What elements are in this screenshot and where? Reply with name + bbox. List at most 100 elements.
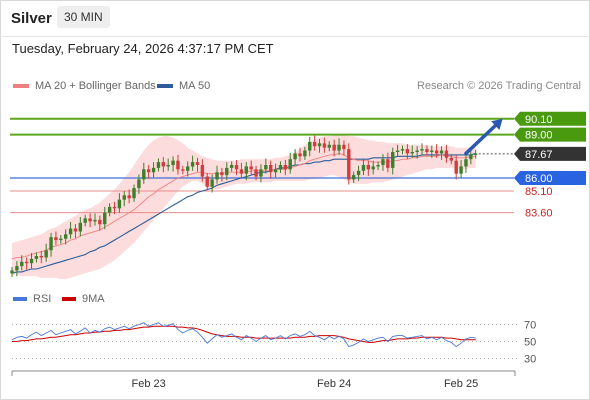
ma50-line (11, 152, 476, 274)
legend-ma20: MA 20 + Bollinger Bands (13, 80, 156, 92)
candle-body (234, 165, 239, 170)
level-label-85.10: 85.10 (525, 186, 553, 198)
candle-body (156, 162, 161, 168)
candle-body (98, 219, 102, 225)
candle-body (342, 144, 346, 150)
legend-rsi-ma-label: 9MA (82, 293, 105, 305)
candle-body (176, 160, 180, 170)
level-label-83.60: 83.60 (525, 208, 553, 220)
x-tick-label: Feb 25 (444, 378, 478, 390)
candle-body (351, 175, 356, 180)
candle-body (395, 150, 400, 152)
current-price-label: 87.67 (525, 149, 553, 161)
header-bar: Silver 30 MIN (0, 0, 590, 37)
candle-body (195, 162, 200, 165)
ma20-line (11, 152, 476, 260)
x-tick-label: Feb 23 (132, 378, 166, 390)
candle-body (112, 206, 117, 209)
candle-body (288, 159, 292, 170)
credit-text: Research © 2026 Trading Central (416, 80, 581, 92)
candle-body (20, 261, 24, 267)
candle-body (59, 238, 63, 241)
rsi-line (11, 322, 476, 348)
candle-body (298, 153, 302, 157)
level-tag-90.10 (514, 111, 586, 126)
candle-body (337, 144, 341, 151)
legend-rsi-ma: 9MA (62, 293, 105, 305)
candle-body (93, 219, 97, 222)
candle-body (73, 228, 78, 232)
candle-body (200, 165, 205, 177)
candle-body (132, 188, 136, 199)
candle-body (190, 162, 195, 167)
candle-body (454, 160, 458, 174)
candle-body (49, 237, 53, 251)
candle-body (122, 195, 126, 200)
datetime-label: Tuesday, February 24, 2026 4:37:17 PM CE… (12, 41, 274, 56)
candle-body (127, 195, 131, 199)
candle-body (420, 149, 424, 151)
candle-body (308, 141, 312, 151)
candle-body (54, 237, 58, 241)
candle-body (239, 169, 244, 174)
candle-body (434, 150, 439, 154)
candle-body (293, 153, 297, 160)
candle-body (107, 206, 112, 213)
legend-ma50: MA 50 (157, 80, 210, 92)
candle-body (327, 144, 331, 148)
level-tag-86.00 (514, 171, 586, 185)
legend-ma50-label: MA 50 (179, 80, 211, 92)
candle-body (371, 166, 375, 170)
legend-rsi-ma-swatch (62, 297, 76, 301)
forecast-arrow-head (491, 118, 503, 130)
candle-body (469, 154, 473, 160)
level-tag-89.00 (514, 127, 586, 142)
candle-body (361, 165, 366, 171)
candle-body (410, 152, 414, 154)
candle-body (386, 159, 390, 168)
candle-body (181, 169, 185, 171)
candle-body (415, 150, 419, 152)
level-label-86.00: 86.00 (525, 173, 553, 185)
candle-body (400, 149, 405, 151)
candle-body (322, 143, 327, 148)
forecast-arrow-shaft (464, 123, 498, 156)
rsi-tick-30: 30 (524, 354, 536, 366)
candle-body (249, 166, 253, 170)
candle-body (244, 166, 248, 174)
candle-body (205, 176, 209, 187)
level-label-90.10: 90.10 (525, 114, 553, 126)
candle-body (83, 218, 87, 223)
candle-body (146, 169, 151, 173)
candle-body (366, 165, 371, 170)
candle-body (88, 218, 92, 222)
candle-body (332, 144, 336, 151)
level-label-89.00: 89.00 (525, 130, 553, 142)
candle-body (459, 166, 463, 174)
candle-body (137, 179, 141, 189)
candle-body (303, 150, 307, 157)
candle-body (171, 160, 175, 165)
x-tick-label: Feb 24 (317, 378, 351, 390)
candle-body (10, 270, 14, 274)
candle-body (142, 169, 146, 180)
candle-body (464, 159, 468, 167)
candle-body (259, 169, 263, 177)
candle-body (225, 167, 229, 176)
candle-body (117, 199, 122, 209)
legend-rsi-swatch (13, 297, 27, 301)
candle-body (15, 266, 19, 271)
candle-body (449, 157, 454, 161)
candle-body (29, 258, 34, 264)
legend-rsi: RSI (13, 293, 51, 305)
legend-ma20-swatch (13, 84, 29, 88)
candle-body (405, 149, 410, 154)
candle-body (376, 165, 380, 167)
candle-body (264, 165, 268, 170)
rsi-tick-50: 50 (524, 337, 536, 349)
candle-body (39, 256, 43, 258)
candle-body (151, 167, 156, 173)
candle-body (161, 162, 166, 167)
timeframe-button[interactable]: 30 MIN (57, 6, 110, 28)
